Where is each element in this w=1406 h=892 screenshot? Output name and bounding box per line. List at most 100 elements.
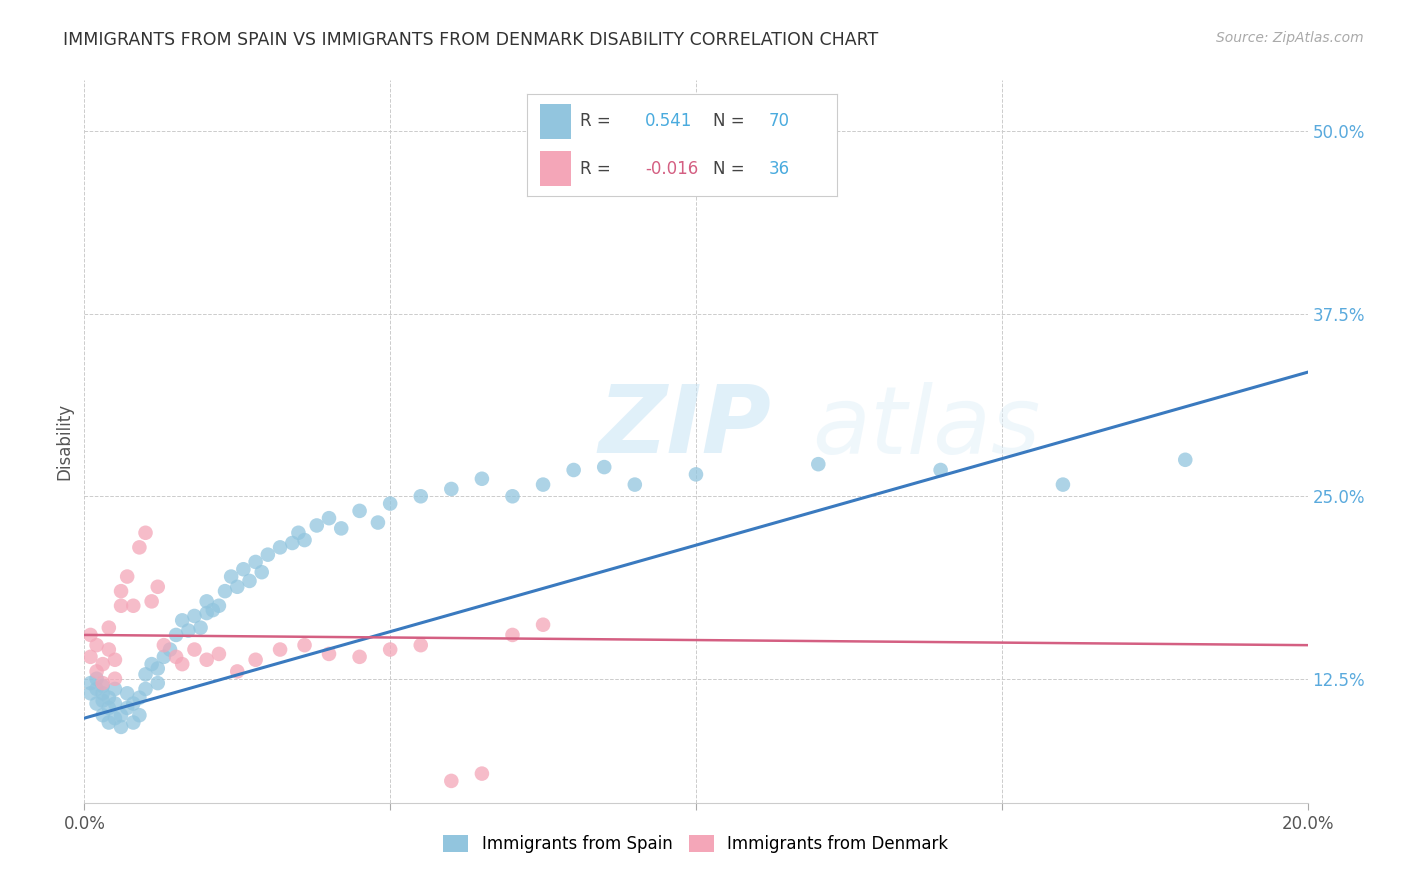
Text: IMMIGRANTS FROM SPAIN VS IMMIGRANTS FROM DENMARK DISABILITY CORRELATION CHART: IMMIGRANTS FROM SPAIN VS IMMIGRANTS FROM… — [63, 31, 879, 49]
Point — [929, 463, 952, 477]
Point — [409, 489, 432, 503]
Point — [97, 642, 120, 657]
Point — [440, 482, 463, 496]
Point — [128, 541, 150, 555]
Point — [110, 708, 132, 723]
Point — [531, 477, 554, 491]
Point — [79, 686, 101, 700]
FancyBboxPatch shape — [540, 151, 571, 186]
Point — [593, 460, 616, 475]
Point — [226, 580, 249, 594]
Text: R =: R = — [579, 160, 610, 178]
Point — [409, 638, 432, 652]
Point — [165, 649, 187, 664]
Point — [219, 569, 242, 583]
Point — [287, 525, 309, 540]
Point — [115, 686, 138, 700]
Point — [110, 720, 132, 734]
Point — [195, 653, 218, 667]
Point — [195, 594, 218, 608]
Point — [115, 569, 138, 583]
Point — [97, 690, 120, 705]
Point — [281, 536, 304, 550]
Point — [195, 606, 218, 620]
Legend: Immigrants from Spain, Immigrants from Denmark: Immigrants from Spain, Immigrants from D… — [437, 828, 955, 860]
Text: 36: 36 — [769, 160, 790, 178]
Point — [349, 504, 371, 518]
Point — [183, 609, 205, 624]
Point — [97, 621, 120, 635]
Point — [471, 472, 494, 486]
Point — [624, 477, 647, 491]
Point — [502, 489, 524, 503]
Point — [104, 697, 127, 711]
Point — [146, 661, 169, 675]
Point — [562, 463, 585, 477]
Point — [214, 584, 236, 599]
Point — [367, 516, 389, 530]
Point — [172, 613, 194, 627]
Point — [128, 708, 150, 723]
Point — [128, 690, 150, 705]
Point — [380, 497, 402, 511]
Text: -0.016: -0.016 — [645, 160, 697, 178]
Point — [183, 642, 205, 657]
Point — [190, 621, 212, 635]
Point — [91, 676, 114, 690]
Y-axis label: Disability: Disability — [55, 403, 73, 480]
Point — [79, 676, 101, 690]
Text: N =: N = — [713, 160, 744, 178]
Point — [226, 665, 249, 679]
Point — [91, 679, 114, 693]
Point — [349, 649, 371, 664]
Point — [318, 647, 340, 661]
Point — [165, 628, 187, 642]
Point — [110, 599, 132, 613]
Point — [122, 697, 145, 711]
FancyBboxPatch shape — [540, 104, 571, 139]
Point — [104, 681, 127, 696]
Point — [91, 708, 114, 723]
Point — [97, 701, 120, 715]
Point — [245, 555, 267, 569]
Point — [91, 693, 114, 707]
Point — [238, 574, 260, 588]
Point — [135, 667, 157, 681]
Point — [172, 657, 194, 672]
Point — [208, 599, 231, 613]
Point — [1052, 477, 1074, 491]
Point — [104, 672, 127, 686]
Text: N =: N = — [713, 112, 744, 130]
Point — [269, 541, 291, 555]
Point — [91, 657, 114, 672]
Point — [471, 766, 494, 780]
Point — [110, 584, 132, 599]
Point — [1174, 452, 1197, 467]
Point — [305, 518, 328, 533]
Point — [380, 642, 402, 657]
Point — [208, 647, 231, 661]
Point — [122, 715, 145, 730]
Text: ZIP: ZIP — [598, 381, 770, 473]
Point — [91, 686, 114, 700]
Point — [807, 457, 830, 471]
Point — [440, 773, 463, 788]
Point — [146, 580, 169, 594]
Text: atlas: atlas — [813, 382, 1040, 473]
Point — [177, 624, 200, 638]
Text: Source: ZipAtlas.com: Source: ZipAtlas.com — [1216, 31, 1364, 45]
Point — [86, 638, 108, 652]
Point — [294, 638, 316, 652]
Point — [318, 511, 340, 525]
Point — [122, 599, 145, 613]
Point — [86, 697, 108, 711]
Point — [245, 653, 267, 667]
Point — [104, 711, 127, 725]
Point — [146, 676, 169, 690]
Point — [135, 525, 157, 540]
Point — [575, 168, 598, 182]
Text: 0.541: 0.541 — [645, 112, 692, 130]
Point — [531, 617, 554, 632]
Point — [141, 594, 163, 608]
Point — [79, 628, 101, 642]
